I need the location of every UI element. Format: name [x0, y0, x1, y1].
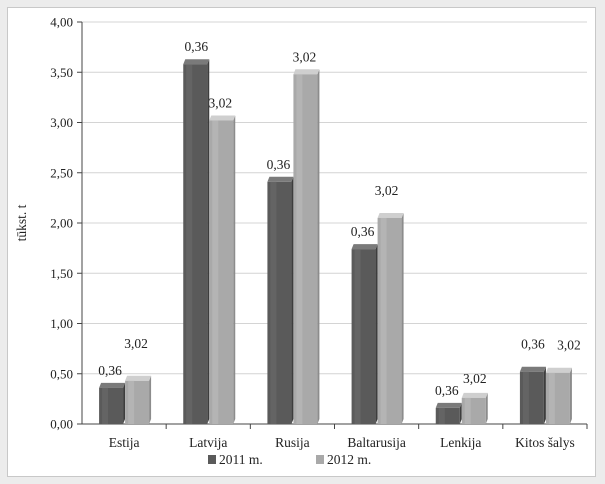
bar-side [485, 392, 488, 424]
bar-highlight [438, 407, 445, 424]
bar-highlight [522, 371, 529, 424]
y-tick-label: 4,00 [50, 15, 73, 30]
bar-top [461, 392, 488, 398]
y-tick-label: 1,00 [50, 316, 73, 331]
bar-highlight [270, 181, 277, 424]
bar-side [317, 69, 320, 424]
bar-highlight [212, 120, 219, 425]
bar-side [123, 382, 126, 424]
bar-top [209, 115, 236, 121]
bar-highlight [354, 249, 361, 424]
legend-label: 2011 m. [219, 452, 263, 467]
x-tick-label: Estija [109, 435, 140, 450]
data-label: 3,02 [463, 371, 487, 386]
bar-side [207, 59, 210, 425]
legend-swatch [208, 455, 216, 464]
bar-side [291, 176, 294, 424]
data-label: 0,36 [435, 383, 459, 398]
bar-top [351, 244, 378, 250]
bar-highlight [186, 64, 193, 425]
bar-top [377, 212, 404, 218]
y-tick-label: 0,00 [50, 417, 73, 432]
bar-top [545, 367, 572, 373]
data-label: 3,02 [124, 336, 148, 351]
data-label: 0,36 [184, 39, 208, 54]
bar-top [183, 59, 210, 65]
bar-top [519, 366, 546, 372]
data-label: 0,36 [267, 157, 291, 172]
y-tick-label: 3,50 [50, 65, 73, 80]
legend-label: 2012 m. [327, 452, 371, 467]
data-label: 3,02 [557, 338, 581, 353]
y-tick-label: 2,50 [50, 165, 73, 180]
bar-highlight [102, 387, 109, 424]
x-tick-label: Baltarusija [347, 435, 405, 450]
bar-highlight [296, 74, 303, 424]
bar-highlight [128, 380, 135, 424]
y-tick-label: 1,50 [50, 266, 73, 281]
bar-highlight [380, 217, 387, 424]
bar-side [375, 244, 378, 424]
bar-top [293, 69, 320, 75]
bar-side [459, 402, 462, 424]
bar-top [267, 176, 294, 182]
x-tick-label: Kitos šalys [515, 435, 575, 450]
y-axis-title: tūkst. t [14, 204, 29, 241]
bar-top [435, 402, 462, 408]
x-tick-label: Lenkija [440, 435, 481, 450]
bar-side [401, 212, 404, 424]
bar-side [543, 366, 546, 424]
data-label: 0,36 [98, 363, 122, 378]
legend-swatch [316, 455, 324, 464]
data-label: 0,36 [351, 224, 375, 239]
bar-side [149, 375, 152, 424]
data-label: 3,02 [208, 95, 232, 110]
x-tick-label: Latvija [189, 435, 227, 450]
bar-side [569, 367, 572, 424]
y-tick-label: 3,00 [50, 115, 73, 130]
y-tick-label: 2,00 [50, 216, 73, 231]
bar-side [233, 115, 236, 425]
bar-top [99, 382, 126, 388]
x-tick-label: Rusija [275, 435, 310, 450]
data-label: 3,02 [375, 183, 399, 198]
bar-highlight [548, 372, 555, 424]
y-tick-label: 0,50 [50, 366, 73, 381]
data-label: 0,36 [521, 337, 545, 352]
bar-top [125, 375, 152, 381]
data-label: 3,02 [293, 49, 317, 64]
bar-highlight [464, 397, 471, 424]
